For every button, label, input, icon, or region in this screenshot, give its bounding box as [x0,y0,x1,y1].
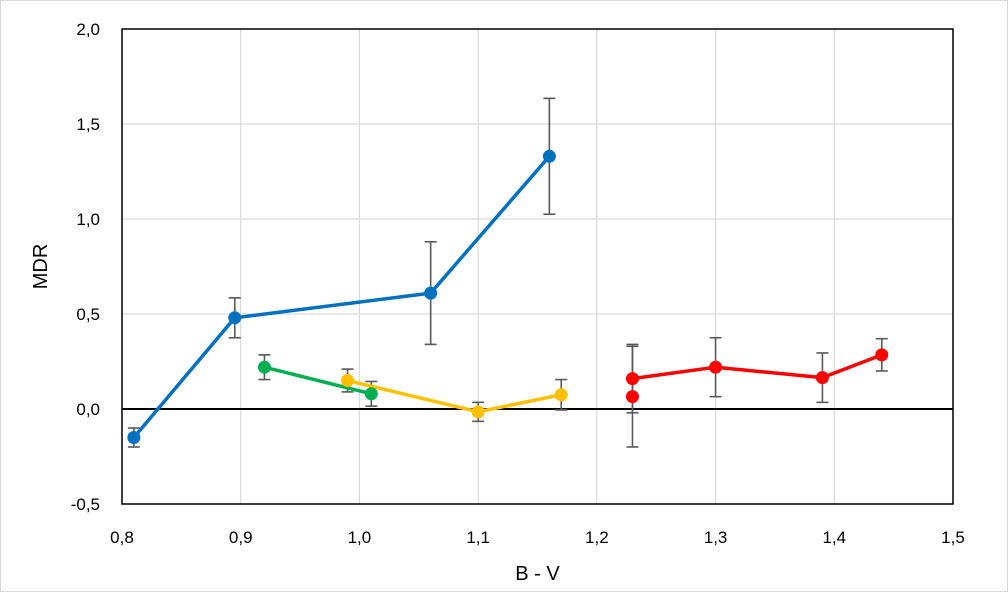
x-tick-label: 1,1 [466,528,490,547]
x-tick-label: 1,3 [704,528,728,547]
x-tick-label: 1,5 [941,528,965,547]
y-tick-label: 1,0 [76,210,100,229]
grid-lines [121,28,954,505]
data-point [709,360,723,374]
data-point [625,372,639,386]
y-axis-label: MDR [30,244,52,290]
data-point [815,371,829,385]
series-line-3 [632,353,883,381]
x-tick-label: 0,9 [229,528,253,547]
plot-area-border [121,28,954,505]
data-point [625,390,639,404]
data-point [542,149,556,163]
data-point [228,311,242,325]
x-tick-label: 0,8 [110,528,134,547]
data-points [127,149,889,444]
x-tick-label: 1,2 [585,528,609,547]
data-point [554,388,568,402]
data-point [341,374,355,387]
data-point [471,405,485,419]
y-tick-label: -0,5 [71,495,100,514]
x-tick-label: 1,4 [822,528,846,547]
x-axis-label: B - V [515,563,560,585]
series-line-0 [132,155,551,439]
error-bars [127,97,888,448]
y-tick-label: 2,0 [76,20,100,39]
data-point [127,431,141,444]
series-lines [132,155,883,439]
series-line-2 [347,378,562,414]
y-tick-label: 0,5 [76,305,100,324]
data-point [875,348,889,362]
series-line-1 [264,365,372,396]
y-tick-labels: -0,5 0,0 0,5 1,0 1,5 2,0 [71,20,100,514]
y-tick-label: 1,5 [76,115,100,134]
data-point [257,360,271,374]
x-tick-labels: 0,8 0,9 1,0 1,1 1,2 1,3 1,4 1,5 [110,528,965,547]
data-point [424,286,438,300]
data-point [364,387,378,401]
y-tick-label: 0,0 [76,400,100,419]
x-tick-label: 1,0 [348,528,372,547]
